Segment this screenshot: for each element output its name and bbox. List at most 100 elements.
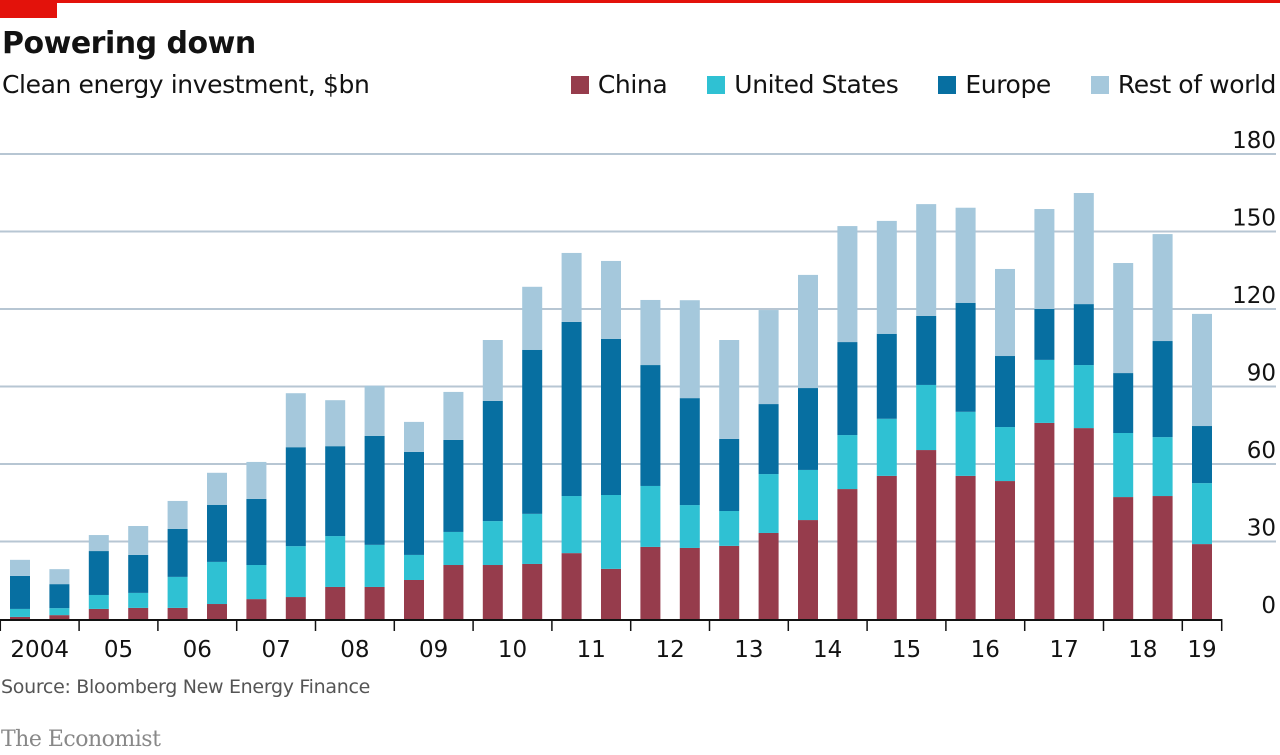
bar-united-states [561,496,582,554]
legend-label-united-states: United States [734,70,899,99]
bar-stack-2010-h1 [482,340,503,619]
bar-united-states [364,544,385,587]
bar-stack-2018-h1 [1113,263,1134,619]
legend-label-china: China [597,70,668,99]
bar-rest-of-world [640,299,661,366]
bar-china [758,532,779,619]
bar-stack-2009-h1 [404,421,424,619]
y-tick-label-180: 180 [1232,128,1276,154]
bar-china [285,597,306,619]
bar-united-states [246,565,267,600]
bar-united-states [916,384,937,451]
bar-rest-of-world [49,569,70,585]
x-tick-label-14: 14 [813,637,842,663]
bar-europe [837,342,858,436]
x-tick-label-17: 17 [1049,637,1078,663]
bar-stack-2008-h2 [364,385,385,619]
bar-stack-2005-h1 [88,535,109,619]
bar-united-states [640,485,661,547]
y-axis: 0 30 60 90 120 150 180 [1232,128,1276,619]
bar-united-states [207,561,227,605]
bar-rest-of-world [325,400,346,447]
legend-item-china: China [570,70,668,99]
bar-china [1073,428,1094,619]
x-tick-label-07: 07 [261,637,290,663]
bar-united-states [325,536,346,587]
bar-china [325,586,346,619]
bar-europe [1192,426,1212,484]
legend-item-rest-of-world: Rest of world [1090,70,1276,99]
bar-united-states [837,435,858,490]
bar-europe [798,388,818,470]
legend-item-europe: Europe [938,70,1051,99]
x-tick-label-06: 06 [183,637,212,663]
bar-stack-2015-h1 [876,220,897,619]
bar-rest-of-world [522,286,543,350]
bar-rest-of-world [1073,193,1094,305]
bar-united-states [1034,359,1055,423]
bar-china [1192,544,1212,619]
bar-stack-2005-h2 [128,526,149,619]
bar-china [995,481,1015,619]
bar-europe [128,554,149,593]
bar-china [522,563,543,619]
bar-stack-2004-h1 [10,559,30,619]
red-tab-marker [0,0,57,18]
bar-rest-of-world [719,340,740,439]
bar-china [1034,422,1055,619]
bar-stack-2019-h1 [1192,313,1212,619]
bar-rest-of-world [798,274,818,389]
bar-united-states [1192,483,1212,545]
bar-europe [49,584,70,609]
bar-rest-of-world [679,300,700,399]
bar-china [10,616,30,619]
bar-united-states [404,554,424,580]
bar-china [640,546,661,619]
bar-united-states [719,511,740,546]
bar-rest-of-world [364,385,385,436]
bar-europe [246,498,267,566]
legend-swatch-rest-of-world [1090,75,1109,94]
bar-stack-2006-h2 [207,472,227,619]
y-tick-label-90: 90 [1247,361,1276,387]
bar-united-states [995,427,1015,482]
bars [10,193,1212,619]
bar-stack-2011-h2 [601,260,621,619]
bar-united-states [10,608,30,617]
bar-europe [561,321,582,497]
top-accent-line [0,0,1280,3]
bar-rest-of-world [561,252,582,322]
bar-rest-of-world [128,526,149,555]
bar-united-states [167,576,188,608]
bar-china [88,608,109,619]
bar-europe [285,447,306,547]
bar-rest-of-world [207,472,227,505]
bar-china [601,568,621,619]
chart-subtitle: Clean energy investment, $bn [2,70,370,99]
bar-united-states [1113,433,1134,498]
x-tick-label-08: 08 [340,637,369,663]
chart-title: Powering down [2,26,256,61]
bar-china [482,565,503,619]
legend-swatch-china [570,75,589,94]
y-tick-label-120: 120 [1232,283,1276,309]
bar-stack-2017-h2 [1073,193,1094,619]
bar-stack-2013-h2 [758,310,779,619]
bar-stack-2015-h2 [916,204,937,619]
bar-china [364,586,385,619]
x-tick-label-2004: 2004 [10,637,69,663]
bar-rest-of-world [88,535,109,552]
x-tick-label-05: 05 [104,637,133,663]
bar-rest-of-world [955,207,976,303]
bar-stack-2007-h2 [285,393,306,619]
bar-europe [1152,341,1173,438]
legend: China United States Europe Rest of world [570,70,1276,99]
bar-stack-2014-h1 [798,274,818,619]
bar-stack-2013-h1 [719,340,740,619]
bar-united-states [798,469,818,521]
bar-china [1113,497,1134,619]
bar-europe [1113,373,1134,433]
x-tick-label-18: 18 [1128,637,1157,663]
bar-stack-2012-h1 [640,299,661,619]
bar-europe [679,398,700,506]
